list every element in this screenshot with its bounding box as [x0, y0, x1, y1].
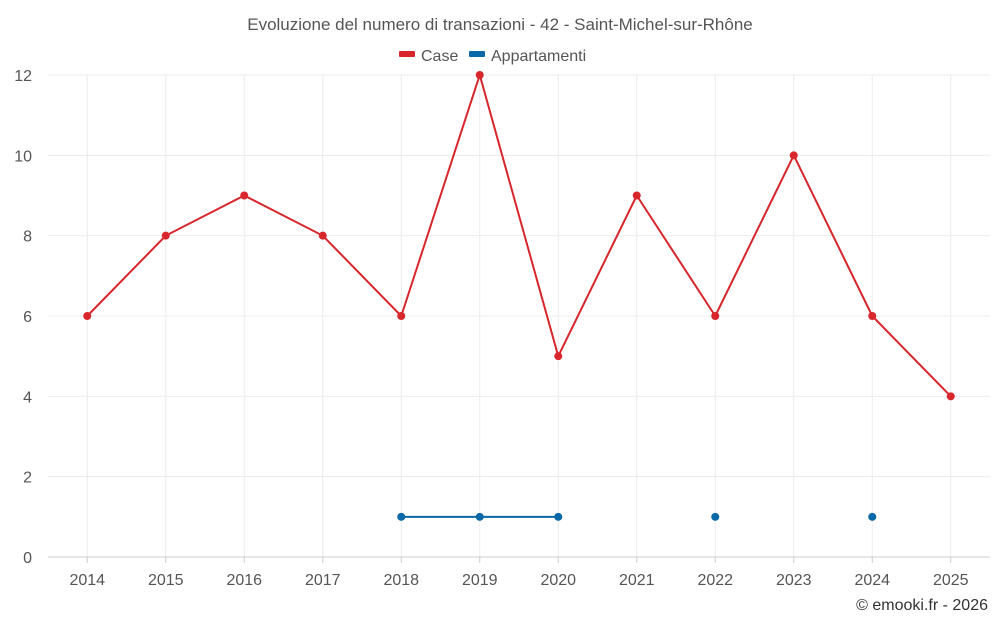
legend-swatch-appartamenti: [469, 51, 485, 57]
legend-item-case: Case: [399, 48, 458, 65]
legend-swatch-case: [399, 51, 415, 57]
data-point-appartamenti: [397, 512, 406, 521]
x-tick-label: 2021: [619, 572, 655, 589]
data-point-case: [83, 312, 92, 320]
series-case: [83, 71, 955, 401]
data-point-case: [789, 151, 798, 160]
y-axis-ticks: 0 2 4 6 8 10 12: [14, 68, 32, 567]
data-point-case: [475, 71, 484, 79]
legend-label-appartamenti: Appartamenti: [491, 48, 586, 65]
y-tick-label: 0: [23, 550, 32, 567]
x-tick-label: 2024: [854, 572, 890, 589]
x-tick-label: 2014: [69, 572, 105, 589]
series-layer: [83, 71, 955, 521]
legend: Case Appartamenti: [399, 48, 586, 65]
legend-item-appartamenti: Appartamenti: [469, 48, 586, 65]
x-tick-label: 2017: [305, 572, 341, 589]
x-tick-label: 2020: [540, 572, 576, 589]
x-tick-label: 2015: [148, 572, 184, 589]
data-point-case: [240, 191, 249, 200]
data-point-case: [397, 312, 406, 320]
x-tick-label: 2018: [383, 572, 419, 589]
data-point-case: [711, 312, 720, 320]
y-tick-label: 4: [23, 389, 32, 406]
credit-text: © emooki.fr - 2026: [856, 597, 988, 614]
x-tick-label: 2023: [776, 572, 812, 589]
chart-title: Evoluzione del numero di transazioni - 4…: [247, 15, 753, 34]
y-tick-label: 10: [14, 148, 32, 165]
data-point-case: [161, 231, 170, 240]
data-point-appartamenti: [711, 512, 720, 521]
series-line-case: [86, 71, 952, 398]
x-tick-label: 2016: [226, 572, 262, 589]
data-point-case: [554, 352, 563, 361]
x-tick-label: 2022: [697, 572, 733, 589]
data-point-case: [632, 191, 641, 200]
x-tick-label: 2019: [462, 572, 498, 589]
data-point-appartamenti: [475, 512, 484, 521]
y-gridlines: [48, 74, 990, 478]
data-point-case: [946, 392, 955, 401]
series-appartamenti: [397, 512, 877, 521]
y-tick-label: 2: [23, 470, 32, 487]
x-gridlines: [86, 75, 952, 563]
x-axis-ticks: 2014 2015 2016 2017 2018 2019 2020 2021 2022 2023…: [69, 572, 968, 589]
y-tick-label: 8: [23, 229, 32, 246]
data-point-case: [318, 231, 327, 240]
legend-label-case: Case: [421, 48, 458, 65]
y-tick-label: 12: [14, 68, 32, 85]
data-point-case: [868, 312, 877, 320]
data-point-appartamenti: [554, 512, 563, 521]
data-point-appartamenti: [868, 512, 877, 521]
x-tick-label: 2025: [933, 572, 969, 589]
y-tick-label: 6: [23, 309, 32, 326]
